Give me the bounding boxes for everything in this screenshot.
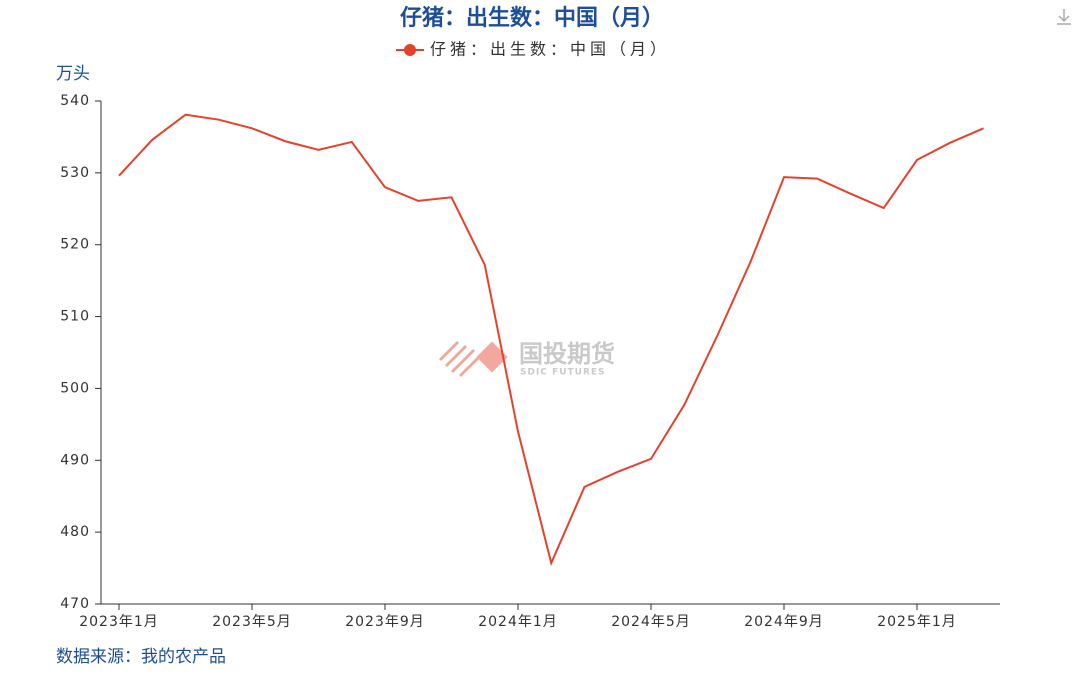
y-unit: 万头 xyxy=(56,64,90,84)
download-icon[interactable] xyxy=(1057,9,1071,25)
legend-label: 仔猪：出生数：中国（月） xyxy=(430,40,670,59)
download-glyph xyxy=(1057,9,1071,25)
x-tick-label: 2024年1月 xyxy=(478,614,558,630)
y-tick-label: 520 xyxy=(60,237,90,253)
x-tick-label: 2025年1月 xyxy=(877,614,957,630)
x-tick-label: 2023年1月 xyxy=(79,614,159,630)
y-tick-label: 540 xyxy=(60,93,90,109)
watermark: 国投期货 SDIC FUTURES xyxy=(438,340,615,378)
y-tick-label: 510 xyxy=(60,309,90,325)
y-tick-label: 480 xyxy=(60,524,90,540)
x-tick-label: 2023年9月 xyxy=(345,614,425,630)
y-tick-label: 500 xyxy=(60,380,90,396)
y-tick-label: 470 xyxy=(60,596,90,612)
watermark-text: 国投期货 xyxy=(519,340,615,368)
source: 数据来源：我的农产品 xyxy=(56,647,226,667)
chart-title: 仔猪：出生数：中国（月） xyxy=(400,5,664,31)
series-line xyxy=(118,113,984,567)
x-tick-label: 2023年5月 xyxy=(212,614,292,630)
y-tick-label: 530 xyxy=(60,165,90,181)
watermark-diamond xyxy=(476,341,508,373)
y-tick-label: 490 xyxy=(60,452,90,468)
x-tick-label: 2024年9月 xyxy=(744,614,824,630)
watermark-sub: SDIC FUTURES xyxy=(520,368,606,378)
watermark-logo xyxy=(438,340,482,378)
x-tick-label: 2024年5月 xyxy=(611,614,691,630)
legend: 仔猪：出生数：中国（月） xyxy=(396,40,670,59)
legend-marker xyxy=(404,44,416,56)
